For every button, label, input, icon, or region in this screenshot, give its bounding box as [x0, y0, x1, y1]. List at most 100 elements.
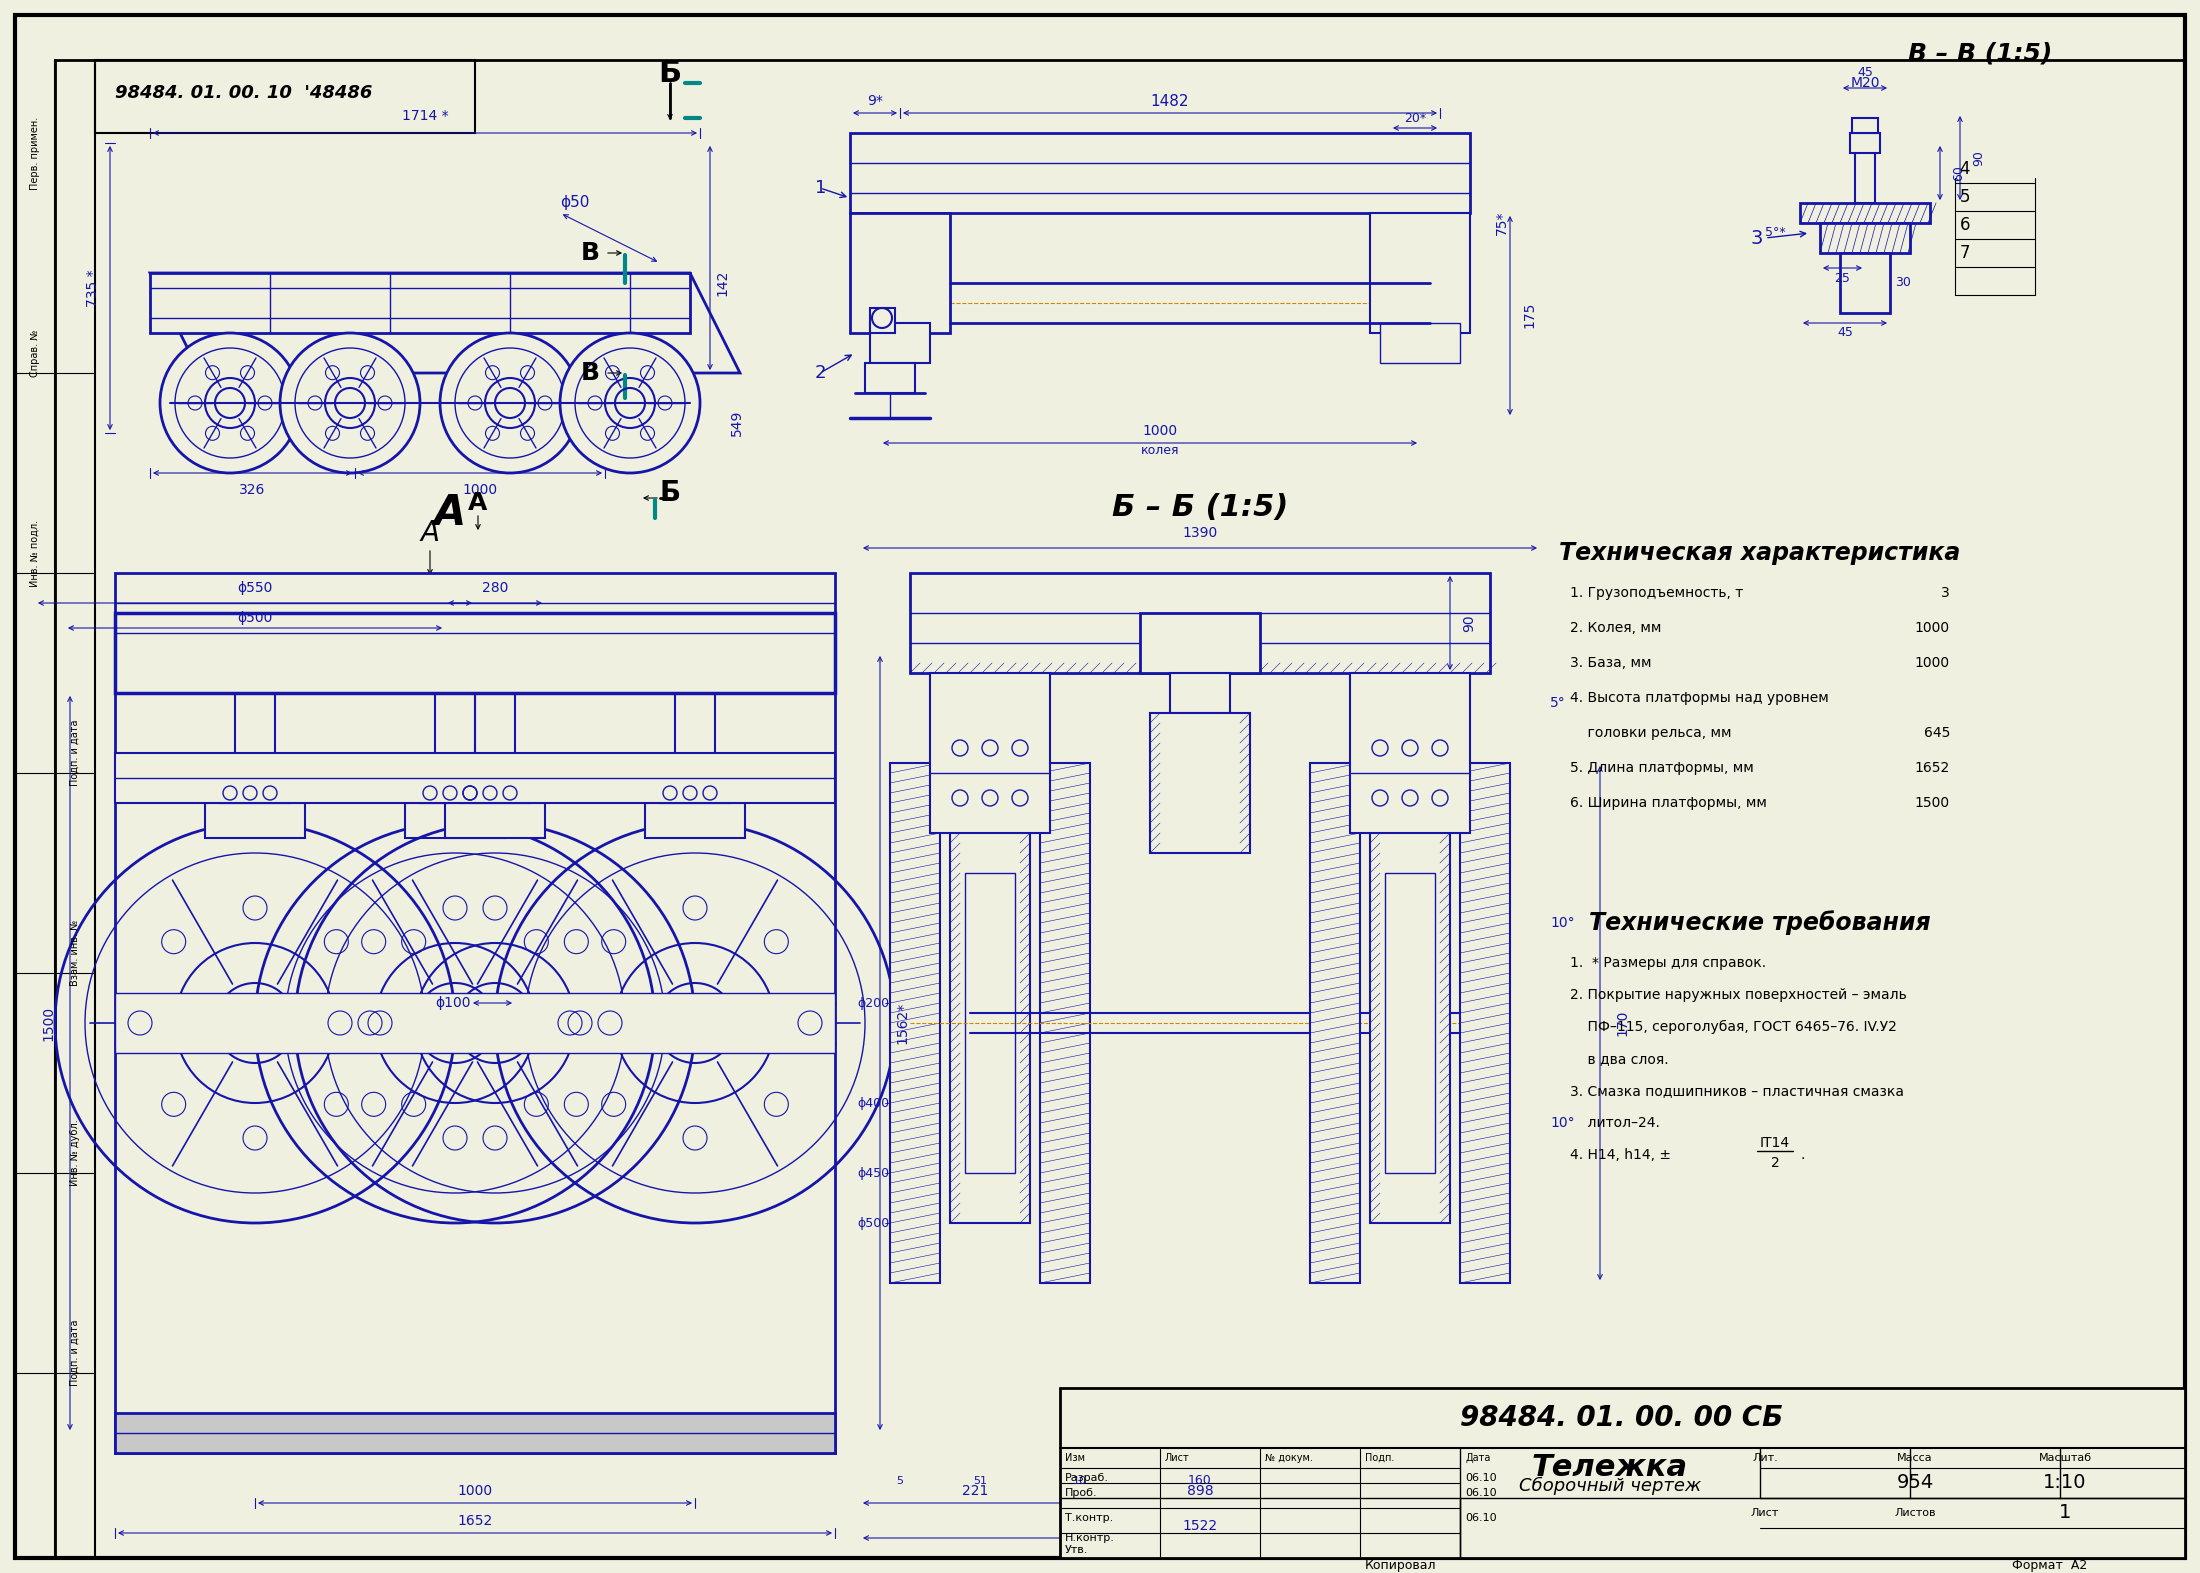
Text: Н.контр.: Н.контр.: [1065, 1534, 1115, 1543]
Text: Разраб.: Разраб.: [1065, 1472, 1109, 1483]
Text: 326: 326: [240, 483, 266, 497]
Text: Б: Б: [660, 480, 680, 507]
Text: Копировал: Копировал: [1364, 1559, 1437, 1573]
Text: № докум.: № докум.: [1265, 1453, 1313, 1463]
Text: 1482: 1482: [1151, 93, 1190, 109]
Ellipse shape: [326, 378, 374, 428]
Ellipse shape: [605, 378, 656, 428]
Text: 10°: 10°: [1551, 915, 1575, 930]
Bar: [660, 772, 730, 802]
Text: ϕ450: ϕ450: [858, 1167, 891, 1180]
Text: 75*: 75*: [1496, 211, 1509, 236]
Text: Изм: Изм: [1065, 1453, 1085, 1463]
Bar: [114, 753, 836, 802]
Text: 90: 90: [1463, 613, 1476, 632]
Text: 98484. 01. 00. 10  '48486: 98484. 01. 00. 10 '48486: [114, 83, 372, 102]
Text: 5: 5: [898, 1475, 904, 1486]
Bar: [114, 993, 836, 1052]
Text: 1000: 1000: [1914, 656, 1949, 670]
Text: 175: 175: [1522, 302, 1536, 329]
Bar: [865, 363, 915, 393]
Text: Дата: Дата: [1465, 1453, 1489, 1463]
Text: литол–24.: литол–24.: [1571, 1115, 1659, 1129]
Text: 06.10: 06.10: [1465, 1513, 1496, 1523]
Text: ПФ–115, сероголубая, ГОСТ 6465–76. IV.У2: ПФ–115, сероголубая, ГОСТ 6465–76. IV.У2: [1571, 1019, 1896, 1033]
Text: 1652: 1652: [1914, 761, 1949, 775]
Bar: [1461, 763, 1509, 1284]
Text: ϕ50: ϕ50: [561, 195, 590, 211]
Text: 1: 1: [2059, 1504, 2070, 1523]
Bar: [1060, 1387, 2185, 1557]
Bar: [1371, 823, 1450, 1222]
Bar: [1351, 673, 1470, 834]
Text: 160: 160: [1188, 1474, 1212, 1488]
Bar: [114, 573, 836, 1453]
Bar: [114, 1413, 836, 1453]
Text: 1562*: 1562*: [895, 1002, 909, 1044]
Bar: [1839, 253, 1890, 313]
Text: 25: 25: [1835, 272, 1850, 285]
Text: Подп. и дата: Подп. и дата: [70, 1320, 79, 1386]
Text: 549: 549: [730, 411, 744, 436]
Text: 7: 7: [1960, 244, 1971, 263]
Bar: [950, 823, 1030, 1222]
Text: 1: 1: [814, 179, 827, 197]
Bar: [1855, 123, 1874, 203]
Bar: [460, 772, 530, 802]
Bar: [1151, 713, 1250, 853]
Text: Утв.: Утв.: [1065, 1545, 1089, 1556]
Bar: [869, 308, 895, 333]
Text: 51: 51: [972, 1475, 988, 1486]
Text: 1000: 1000: [462, 483, 497, 497]
Text: B: B: [581, 241, 598, 264]
Bar: [114, 613, 836, 694]
Ellipse shape: [455, 348, 565, 458]
Bar: [205, 802, 306, 838]
Polygon shape: [150, 274, 691, 333]
Text: 3: 3: [1749, 228, 1762, 247]
Text: 4: 4: [1960, 160, 1971, 178]
Text: 3. База, мм: 3. База, мм: [1571, 656, 1652, 670]
Text: 90: 90: [1971, 149, 1984, 165]
Text: .: .: [1800, 1148, 1804, 1162]
Text: 45: 45: [1857, 66, 1872, 80]
Text: Взам. инв. №: Взам. инв. №: [70, 920, 79, 986]
Text: Подп.: Подп.: [1364, 1453, 1395, 1463]
Bar: [1800, 203, 1929, 223]
Text: 06.10: 06.10: [1465, 1472, 1496, 1483]
Bar: [911, 573, 1489, 673]
Text: 1:10: 1:10: [2044, 1474, 2088, 1493]
Ellipse shape: [484, 378, 535, 428]
Text: 954: 954: [1896, 1474, 1934, 1493]
Text: Сборочный чертеж: Сборочный чертеж: [1518, 1477, 1701, 1494]
Text: Масштаб: Масштаб: [2039, 1453, 2092, 1463]
Text: 2: 2: [1771, 1156, 1780, 1170]
Text: 221: 221: [961, 1483, 988, 1497]
Bar: [1309, 763, 1360, 1284]
Text: Проб.: Проб.: [1065, 1488, 1098, 1497]
Text: А: А: [433, 492, 466, 533]
Text: 5. Длина платформы, мм: 5. Длина платформы, мм: [1571, 761, 1753, 775]
Text: 142: 142: [715, 271, 728, 296]
Text: 45: 45: [1837, 327, 1852, 340]
Text: 6: 6: [1960, 216, 1971, 234]
Text: М20: М20: [1850, 76, 1879, 90]
Text: ϕ100: ϕ100: [436, 996, 471, 1010]
Bar: [1819, 223, 1910, 253]
Text: Лист: Лист: [1166, 1453, 1190, 1463]
Ellipse shape: [176, 348, 286, 458]
Bar: [1386, 873, 1434, 1173]
Text: 1500: 1500: [1914, 796, 1949, 810]
Ellipse shape: [161, 333, 299, 473]
Text: 645: 645: [1923, 727, 1949, 739]
Text: Формат  А2: Формат А2: [2013, 1559, 2088, 1573]
Text: Технические требования: Технические требования: [1588, 911, 1932, 936]
Text: 5°*: 5°*: [1764, 227, 1786, 239]
Bar: [1140, 613, 1261, 673]
Text: 1522: 1522: [1181, 1520, 1217, 1534]
Bar: [891, 763, 939, 1284]
Text: 735 *: 735 *: [86, 269, 99, 307]
Bar: [1379, 322, 1461, 363]
Text: 6. Ширина платформы, мм: 6. Ширина платформы, мм: [1571, 796, 1767, 810]
Text: 20*: 20*: [1404, 112, 1426, 124]
